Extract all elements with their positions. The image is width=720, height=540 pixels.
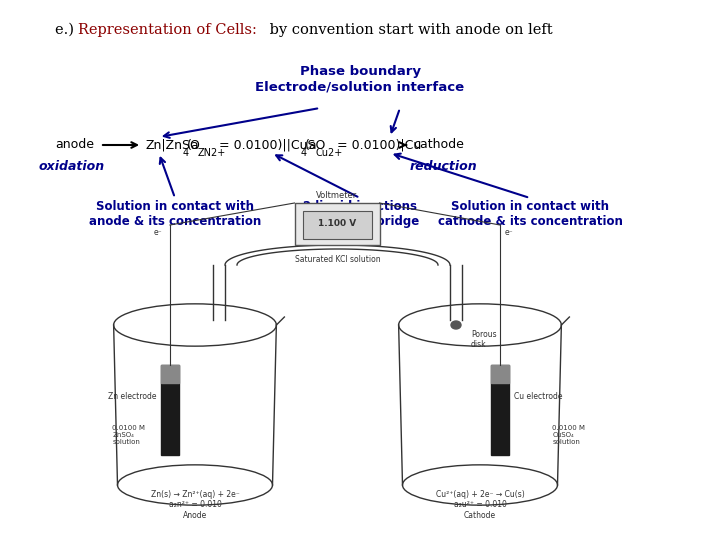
Text: Electrode/solution interface: Electrode/solution interface <box>256 81 464 94</box>
Text: (a: (a <box>305 138 318 152</box>
Text: anode: anode <box>55 138 94 152</box>
Text: Phase boundary: Phase boundary <box>300 65 420 78</box>
Text: Solution in contact with
anode & its concentration: Solution in contact with anode & its con… <box>89 200 261 228</box>
Text: oxidation: oxidation <box>39 160 105 173</box>
Text: Cu2+: Cu2+ <box>316 148 343 158</box>
Text: e⁻: e⁻ <box>505 228 513 237</box>
Bar <box>491 365 509 383</box>
Text: Salt bridge: Salt bridge <box>317 232 359 241</box>
Text: = 0.0100)||CuSO: = 0.0100)||CuSO <box>215 138 325 152</box>
Bar <box>161 365 179 455</box>
Bar <box>294 203 379 245</box>
Text: Solution in contact with
cathode & its concentration: Solution in contact with cathode & its c… <box>438 200 622 228</box>
Ellipse shape <box>451 321 461 329</box>
Bar <box>161 365 179 383</box>
Bar <box>302 211 372 239</box>
Text: Voltmeter: Voltmeter <box>316 191 358 200</box>
Text: 4: 4 <box>183 148 189 158</box>
Text: Representation of Cells:: Representation of Cells: <box>78 23 257 37</box>
Text: 0.0100 M
ZnSO₄
solution: 0.0100 M ZnSO₄ solution <box>112 425 145 445</box>
Text: Zn electrode: Zn electrode <box>107 392 156 401</box>
Text: cathode: cathode <box>413 138 464 152</box>
Text: Cu²⁺(aq) + 2e⁻ → Cu(s)
a₂u²⁺ = 0.010
Cathode: Cu²⁺(aq) + 2e⁻ → Cu(s) a₂u²⁺ = 0.010 Cat… <box>436 490 524 520</box>
Text: (a: (a <box>187 138 199 152</box>
Text: by convention start with anode on left: by convention start with anode on left <box>265 23 553 37</box>
Text: 4: 4 <box>301 148 307 158</box>
Text: e.): e.) <box>55 23 78 37</box>
Text: Zn(s) → Zn²⁺(aq) + 2e⁻
a₂n²⁺ = 0.010
Anode: Zn(s) → Zn²⁺(aq) + 2e⁻ a₂n²⁺ = 0.010 Ano… <box>150 490 239 520</box>
Text: 1.100 V: 1.100 V <box>318 219 356 228</box>
Text: e⁻: e⁻ <box>153 228 162 237</box>
Text: 0.0100 M
CuSO₄
solution: 0.0100 M CuSO₄ solution <box>552 425 585 445</box>
Text: ZN2+: ZN2+ <box>198 148 226 158</box>
Text: 2 liquid junctions
due to salt bridge: 2 liquid junctions due to salt bridge <box>301 200 419 228</box>
Bar <box>491 365 509 455</box>
Text: Saturated KCl solution: Saturated KCl solution <box>294 254 380 264</box>
Text: = 0.0100)|Cu: = 0.0100)|Cu <box>333 138 421 152</box>
Text: Cu electrode: Cu electrode <box>514 392 562 401</box>
Text: reduction: reduction <box>409 160 477 173</box>
Text: Zn|ZnSO: Zn|ZnSO <box>145 138 200 152</box>
Text: Porous
disk: Porous disk <box>471 330 497 349</box>
